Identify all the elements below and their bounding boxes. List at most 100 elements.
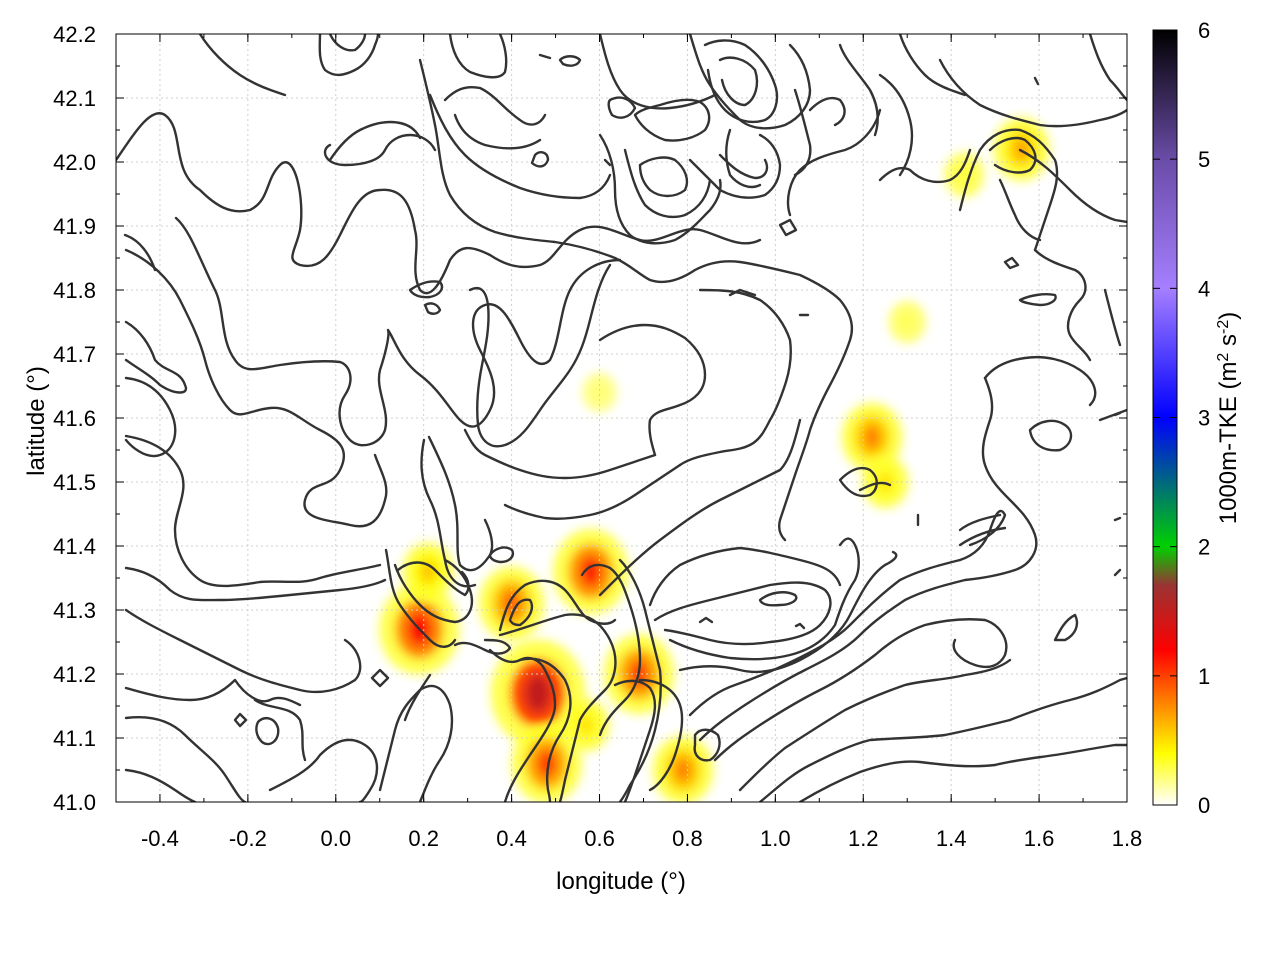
contour-line [988, 136, 1037, 174]
contour-line [1098, 408, 1127, 422]
contour-line [623, 148, 712, 219]
contour-line [603, 158, 612, 167]
x-tick-label: -0.2 [229, 826, 267, 851]
x-tick-label: 0.8 [672, 826, 703, 851]
contour-line [598, 34, 717, 110]
tke-blob-core [537, 749, 557, 778]
contour-line [1008, 676, 1127, 722]
contour-line [758, 718, 1012, 802]
contour-line [898, 34, 967, 97]
contour-line [403, 673, 432, 722]
contour-line [618, 558, 662, 802]
tke-hotspot [490, 639, 586, 747]
y-axis-label: latitude (°) [23, 366, 50, 476]
contour-line [124, 678, 302, 707]
x-tick-label: 1.0 [760, 826, 791, 851]
y-tick-label: 41.4 [53, 534, 96, 559]
y-tick-label: 41.2 [53, 662, 96, 687]
tke-blob-core [1013, 137, 1030, 161]
contour-line [558, 55, 582, 67]
tke-blob-core [902, 314, 913, 330]
contour-line [693, 728, 721, 762]
contour-line [698, 568, 1017, 742]
y-tick-label: 41.5 [53, 470, 96, 495]
contour-line [598, 418, 802, 597]
contour-line [124, 320, 188, 394]
tke-blob-core [863, 424, 881, 450]
contour-line [580, 563, 642, 737]
contour-line [1018, 293, 1057, 307]
contour-line [1053, 613, 1079, 642]
contour-line [443, 86, 547, 126]
contour-line [778, 218, 798, 237]
tke-blob-core [525, 673, 551, 713]
tke-hotspot [862, 455, 909, 509]
contour-line [718, 153, 769, 180]
contour-line [738, 658, 1012, 792]
contour-line [124, 768, 197, 802]
y-tick-label: 41.1 [53, 726, 96, 751]
y-tick-label: 42.1 [53, 86, 96, 111]
y-tick-label: 42.2 [53, 22, 96, 47]
contour-line [638, 156, 689, 198]
contour-line [253, 698, 307, 762]
terrain-contours [116, 34, 1127, 802]
contour-line [124, 248, 388, 528]
contour-line [678, 288, 792, 467]
contour-line [198, 34, 287, 97]
contour-line [418, 58, 854, 542]
contour-line [384, 548, 457, 648]
x-tick-label: 0.6 [584, 826, 615, 851]
contour-line [698, 616, 714, 624]
contour-line [116, 112, 762, 295]
x-tick-label: 1.6 [1024, 826, 1055, 851]
contour-line [124, 566, 387, 602]
contour-line [793, 88, 812, 177]
contour-line [488, 648, 557, 802]
contour-line [174, 216, 622, 447]
contour-line [328, 34, 367, 52]
y-tick-label: 42.0 [53, 150, 96, 175]
contour-line [1003, 256, 1020, 270]
contour-line [613, 679, 657, 802]
contour-line [993, 743, 1127, 767]
contour-line [378, 684, 454, 802]
tke-hotspot [553, 528, 629, 615]
contour-line [1018, 148, 1127, 224]
contour-line [328, 120, 422, 162]
contour-line [268, 738, 379, 802]
contour-line [713, 618, 987, 762]
contour-line [786, 108, 882, 217]
contour-line [728, 288, 757, 297]
contour-line [428, 93, 612, 200]
contour-line [688, 558, 962, 717]
contour-line [503, 463, 682, 520]
contour-line [508, 598, 534, 627]
contour-line [633, 98, 711, 142]
contour-line [958, 509, 1007, 562]
contour-line [958, 526, 1007, 547]
contour-line [448, 34, 508, 79]
contour-line [607, 96, 637, 119]
contour-line [981, 376, 1038, 572]
x-tick-label: -0.4 [141, 826, 179, 851]
colorbar-tick-label: 6 [1198, 18, 1210, 43]
contour-line [463, 428, 657, 480]
tke-blob-core [878, 472, 892, 492]
tke-blob-core [674, 757, 692, 783]
contour-line [1088, 34, 1127, 102]
colorbar-tick-label: 0 [1198, 793, 1210, 818]
contour-line [393, 558, 474, 624]
contour-line [370, 668, 390, 688]
contour-line [124, 376, 177, 458]
contour-line [718, 56, 759, 107]
contour-line [598, 133, 722, 245]
contour-line [1113, 568, 1122, 577]
contour-line [427, 435, 494, 572]
contour-line [123, 233, 157, 272]
contour-line [1103, 288, 1122, 347]
x-axis: -0.4 -0.2 0.0 0.2 0.4 0.6 0.8 1.0 1.2 1.4 1.6 1.8 [115, 34, 1142, 851]
contour-line [598, 323, 707, 457]
